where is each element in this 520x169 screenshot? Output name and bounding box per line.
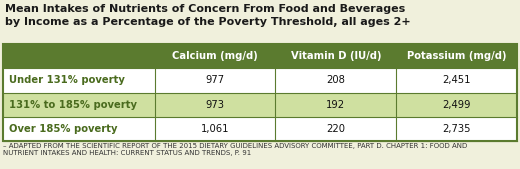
Text: – ADAPTED FROM THE SCIENTIFIC REPORT OF THE 2015 DIETARY GUIDELINES ADVISORY COM: – ADAPTED FROM THE SCIENTIFIC REPORT OF … <box>3 143 467 156</box>
Text: Under 131% poverty: Under 131% poverty <box>9 75 125 85</box>
Bar <box>3 117 517 141</box>
Text: Vitamin D (IU/d): Vitamin D (IU/d) <box>291 51 381 61</box>
Text: 977: 977 <box>205 75 225 85</box>
Text: 973: 973 <box>205 100 225 110</box>
Text: Mean Intakes of Nutrients of Concern From Food and Beverages
by Income as a Perc: Mean Intakes of Nutrients of Concern Fro… <box>5 4 411 27</box>
Bar <box>3 44 517 141</box>
Text: 131% to 185% poverty: 131% to 185% poverty <box>9 100 137 110</box>
Bar <box>3 68 517 92</box>
Text: 208: 208 <box>327 75 345 85</box>
Bar <box>3 44 517 68</box>
Text: Potassium (mg/d): Potassium (mg/d) <box>407 51 506 61</box>
Text: 1,061: 1,061 <box>201 124 229 134</box>
Text: 220: 220 <box>327 124 345 134</box>
Text: Over 185% poverty: Over 185% poverty <box>9 124 118 134</box>
Text: 192: 192 <box>326 100 345 110</box>
Text: 2,499: 2,499 <box>443 100 471 110</box>
Text: 2,735: 2,735 <box>443 124 471 134</box>
Text: Calcium (mg/d): Calcium (mg/d) <box>172 51 258 61</box>
Text: 2,451: 2,451 <box>443 75 471 85</box>
Bar <box>3 92 517 117</box>
